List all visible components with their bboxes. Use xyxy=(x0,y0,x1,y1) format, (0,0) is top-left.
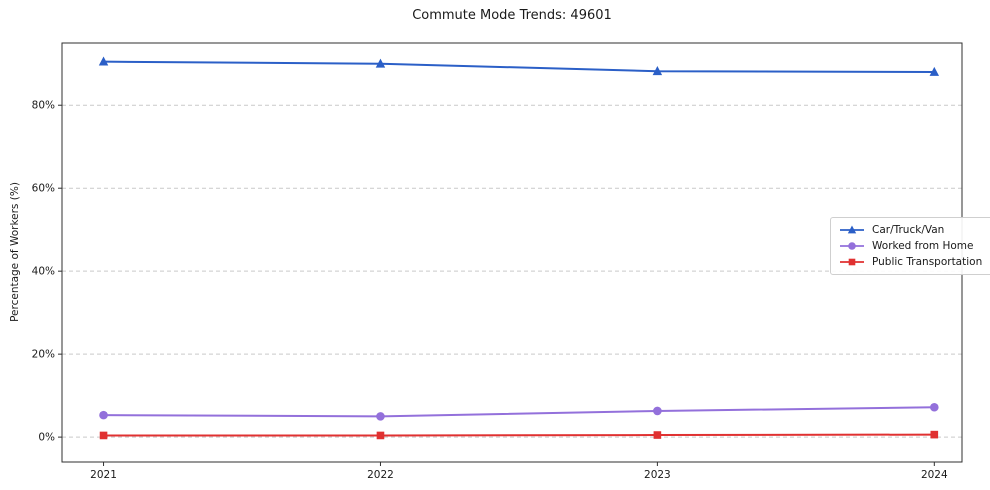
legend-item-public-transportation: Public Transportation xyxy=(839,256,982,268)
y-tick-label: 80% xyxy=(32,100,55,112)
legend-label: Public Transportation xyxy=(872,256,983,268)
square-marker xyxy=(930,430,939,439)
square-marker xyxy=(99,431,108,440)
x-tick-label: 2023 xyxy=(644,469,671,481)
square-marker xyxy=(376,431,385,440)
circle-marker xyxy=(376,412,385,421)
circle-marker xyxy=(99,410,108,420)
legend-item-worked-from-home: Worked from Home xyxy=(839,240,982,252)
y-tick-label: 40% xyxy=(32,266,55,278)
triangle-marker xyxy=(375,58,386,68)
square-marker xyxy=(653,431,662,439)
circle-legend-icon xyxy=(840,242,864,250)
legend-item-car-truck-van: Car/Truck/Van xyxy=(839,224,982,236)
y-tick-label: 0% xyxy=(38,432,55,444)
square-legend-icon xyxy=(840,258,864,266)
triangle-legend-icon xyxy=(840,225,864,234)
x-tick-label: 2021 xyxy=(90,469,117,481)
x-tick-label: 2024 xyxy=(921,469,948,481)
legend: Car/Truck/Van Worked from Home Public Tran… xyxy=(830,217,990,275)
circle-marker xyxy=(930,402,939,412)
y-tick-label: 60% xyxy=(32,183,55,195)
triangle-marker xyxy=(652,66,663,76)
triangle-marker xyxy=(929,66,940,76)
circle-marker xyxy=(653,406,662,416)
series-line-car-truck-van xyxy=(103,60,935,74)
legend-label: Car/Truck/Van xyxy=(872,224,945,236)
legend-label: Worked from Home xyxy=(872,240,974,252)
y-tick-label: 20% xyxy=(32,349,55,361)
triangle-marker xyxy=(98,56,109,66)
plot-border xyxy=(61,42,963,463)
chart-title: Commute Mode Trends: 49601 xyxy=(412,8,612,23)
series-line-public-transportation xyxy=(103,433,935,437)
series-line-worked-from-home xyxy=(103,406,935,418)
x-tick-label: 2022 xyxy=(367,469,394,481)
